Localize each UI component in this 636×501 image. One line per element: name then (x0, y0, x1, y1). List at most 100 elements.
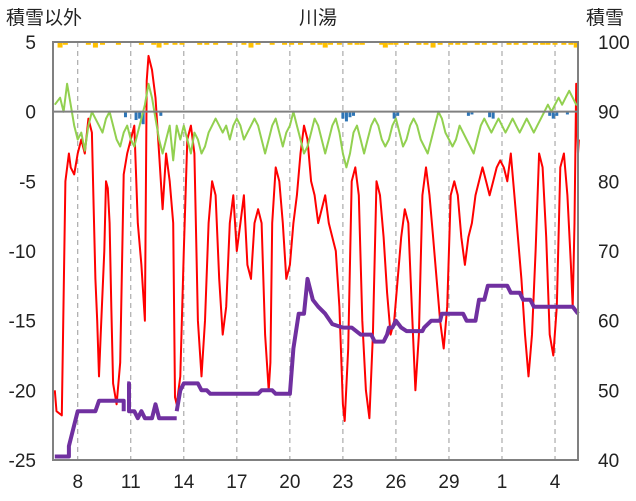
precipitation-bar (565, 111, 569, 115)
snow_depth-line (54, 398, 126, 459)
precipitation-bar (466, 111, 470, 116)
right-tick-label: 70 (598, 242, 619, 263)
green_series-line (54, 82, 579, 169)
x-tick-label: 23 (332, 472, 353, 493)
x-tick-label: 1 (497, 472, 508, 493)
sunshine-bar (197, 42, 203, 45)
x-tick-label: 11 (121, 472, 141, 493)
sunshine-bar (204, 42, 210, 45)
left-tick-label: -25 (9, 451, 36, 472)
sunshine-bar (138, 42, 144, 45)
right-tick-label: 90 (598, 103, 619, 124)
sunshine-bar (269, 42, 275, 45)
right-tick-label: 40 (598, 451, 619, 472)
sunshine-bar (289, 42, 295, 45)
sunshine-bar (328, 42, 334, 45)
sunshine-bar (359, 42, 365, 45)
precipitation-bar (396, 111, 400, 116)
sunshine-bar (336, 42, 342, 45)
sunshine-bar (561, 42, 567, 45)
left-tick-label: -15 (9, 312, 36, 333)
sunshine-bar (213, 42, 219, 45)
precipitation-bar (352, 111, 356, 116)
sunshine-bar (506, 42, 512, 45)
sunshine-bar (462, 42, 468, 45)
x-tick-label: 20 (279, 472, 300, 493)
sunshine-bar (282, 42, 288, 45)
sunshine-bar (347, 42, 353, 45)
series-layer (53, 54, 580, 459)
sunshine-bar (57, 42, 63, 48)
sunshine-bar (163, 42, 169, 45)
sunshine-bar (404, 42, 410, 45)
sunshine-bar (310, 42, 316, 45)
x-tick-label: 4 (550, 472, 561, 493)
sunshine-bar (437, 42, 443, 45)
sunshine-bar (179, 42, 185, 45)
temperature-line (53, 54, 580, 422)
sunshine-bar (416, 42, 422, 45)
sunshine-bar (151, 42, 157, 45)
right-tick-label: 60 (598, 312, 619, 333)
bar-layer (57, 42, 579, 125)
precipitation-bar (488, 111, 492, 118)
x-tick-label: 8 (72, 472, 83, 493)
sunshine-bar (156, 42, 162, 48)
right-tick-label: 100 (598, 33, 630, 54)
left-tick-label: -5 (19, 172, 36, 193)
left-tick-label: -20 (9, 381, 36, 402)
sunshine-bar (255, 42, 261, 45)
precipitation-bar (134, 111, 138, 121)
precipitation-bar (470, 111, 474, 115)
sunshine-bar (297, 42, 303, 45)
sunshine-bar (492, 42, 498, 45)
sunshine-bar (448, 42, 454, 45)
right-tick-label: 80 (598, 172, 619, 193)
precipitation-bar (348, 111, 352, 118)
sunshine-bar (85, 42, 91, 45)
sunshine-bar (568, 42, 574, 45)
right-tick-label: 50 (598, 381, 619, 402)
chart-title: 川湯 (299, 7, 337, 29)
precipitation-bar (392, 111, 396, 119)
x-tick-label: 17 (226, 472, 247, 493)
sunshine-bar (62, 42, 68, 45)
sunshine-bar (545, 42, 551, 45)
left-tick-label: 0 (25, 103, 36, 124)
precipitation-bar (548, 111, 552, 116)
sunshine-bar (317, 42, 323, 45)
precipitation-bar (491, 111, 495, 119)
sunshine-bar (248, 42, 254, 48)
left-tick-label: -10 (9, 242, 36, 263)
precipitation-bar (138, 111, 142, 119)
sunshine-bar (430, 42, 436, 48)
sunshine-bar (481, 42, 487, 45)
sunshine-bar (172, 42, 178, 45)
sunshine-bar (227, 42, 233, 45)
sunshine-bar (423, 42, 429, 45)
precipitation-bar (123, 111, 127, 118)
plot-frame (52, 41, 579, 461)
precipitation-bar (159, 111, 163, 116)
left-axis-label: 積雪以外 (6, 7, 82, 29)
sunshine-bar (522, 42, 528, 45)
sunshine-bar (533, 42, 539, 45)
left-tick-label: 5 (25, 33, 36, 54)
grid-layer (77, 42, 556, 460)
sunshine-bar (455, 42, 461, 45)
sunshine-bar (573, 42, 579, 48)
snow_depth-line (174, 276, 580, 412)
precipitation-bar (341, 111, 345, 119)
sunshine-bar (393, 42, 399, 45)
precipitation-bar (551, 111, 555, 119)
sunshine-bar (322, 42, 328, 48)
sunshine-bar (474, 42, 480, 45)
sunshine-bar (540, 42, 546, 45)
snow_depth-line (127, 381, 177, 421)
right-axis-label: 積雪 (586, 7, 624, 29)
sunshine-bar (99, 42, 105, 45)
sunshine-bar (552, 42, 558, 45)
sunshine-bar (379, 42, 385, 45)
